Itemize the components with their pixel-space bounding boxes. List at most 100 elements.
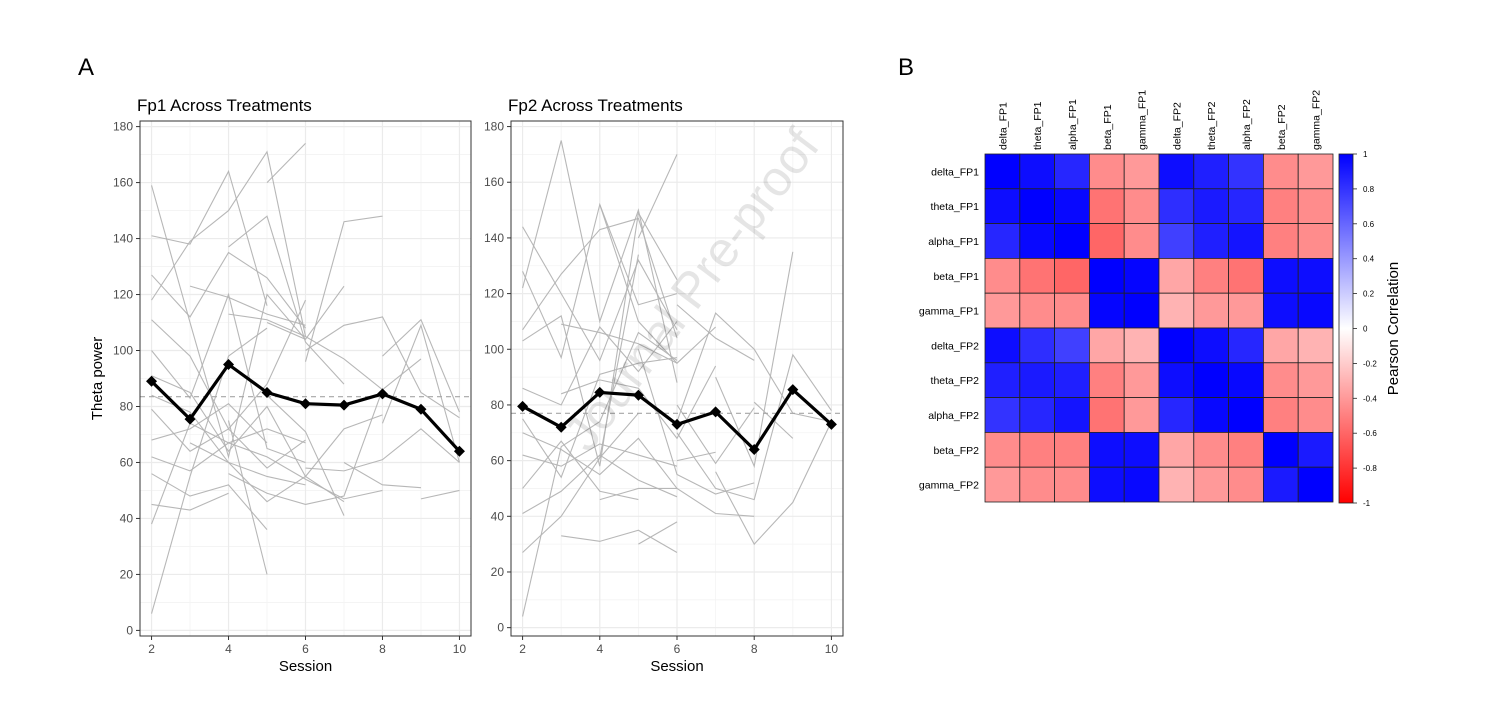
heatmap-cell bbox=[1158, 153, 1195, 190]
fp1-title: Fp1 Across Treatments bbox=[137, 96, 312, 115]
fp2-mean-point bbox=[787, 384, 799, 396]
fp2-individual-line bbox=[676, 312, 832, 423]
heatmap-cell bbox=[1228, 327, 1264, 364]
heatmap-column-label: theta_FP1 bbox=[1032, 101, 1044, 150]
heatmap-cell bbox=[1019, 327, 1055, 364]
heatmap-cell bbox=[1193, 153, 1230, 190]
heatmap-cell bbox=[1123, 188, 1160, 225]
panel-label-a: A bbox=[78, 54, 94, 81]
fp1-y-tick-label: 0 bbox=[126, 623, 133, 637]
heatmap-cell bbox=[1297, 362, 1334, 398]
fp1-y-tick-label: 100 bbox=[113, 344, 133, 358]
fp2-individual-line bbox=[561, 323, 678, 364]
heatmap-cell bbox=[1158, 466, 1195, 503]
heatmap-cell bbox=[1158, 362, 1195, 398]
heatmap-cell bbox=[1297, 257, 1334, 294]
fp2-x-tick-label: 8 bbox=[751, 642, 758, 656]
fp1-y-tick-label: 120 bbox=[113, 288, 133, 302]
fp2-individual-line bbox=[638, 521, 678, 545]
heatmap-cell bbox=[1019, 362, 1055, 398]
heatmap-cell bbox=[984, 223, 1021, 259]
panel-label-b: B bbox=[898, 54, 914, 81]
heatmap-row-label: beta_FP2 bbox=[933, 445, 979, 457]
heatmap-cell bbox=[1054, 257, 1090, 294]
fp1-mean-point bbox=[261, 386, 273, 398]
heatmap-cell bbox=[1089, 327, 1125, 364]
heatmap-cell bbox=[1193, 223, 1230, 259]
heatmap-cell bbox=[1089, 466, 1125, 503]
heatmap-cell bbox=[1054, 188, 1090, 225]
fp2-mean-point bbox=[555, 421, 567, 433]
heatmap-cell bbox=[1089, 292, 1125, 329]
heatmap-cell bbox=[1297, 153, 1334, 190]
fp2-y-tick-label: 0 bbox=[497, 621, 504, 635]
heatmap-cell bbox=[1054, 292, 1090, 329]
heatmap-cell bbox=[1297, 223, 1334, 259]
heatmap-cell bbox=[1263, 153, 1299, 190]
heatmap-cell bbox=[1263, 223, 1299, 259]
colorbar-tick-label: 0.8 bbox=[1363, 185, 1375, 194]
fp1-individual-line bbox=[151, 422, 306, 525]
heatmap-cell bbox=[984, 257, 1021, 294]
fp1-y-tick-label: 140 bbox=[113, 232, 133, 246]
fp2-individual-line bbox=[599, 204, 716, 364]
heatmap-row-label: alpha_FP1 bbox=[928, 236, 979, 248]
colorbar-tick-label: -0.6 bbox=[1363, 429, 1377, 438]
fp2-y-tick-label: 40 bbox=[491, 509, 505, 523]
heatmap-cell bbox=[1228, 466, 1264, 503]
colorbar-tick-label: -0.8 bbox=[1363, 464, 1377, 473]
fp1-individual-line bbox=[151, 375, 383, 478]
fp2-y-tick-label: 20 bbox=[491, 565, 505, 579]
fp2-individual-line bbox=[522, 440, 639, 501]
heatmap-row-label: beta_FP1 bbox=[933, 271, 979, 283]
fp1-individual-line bbox=[151, 408, 306, 469]
fp1-individual-line bbox=[151, 185, 306, 460]
fp1-individual-line bbox=[228, 215, 345, 385]
heatmap-cell bbox=[1263, 327, 1299, 364]
fp2-individual-line bbox=[522, 217, 678, 339]
heatmap-cell bbox=[984, 362, 1021, 398]
colorbar-tick-label: 1 bbox=[1363, 150, 1368, 159]
fp2-x-tick-label: 10 bbox=[825, 642, 839, 656]
heatmap-column-label: alpha_FP2 bbox=[1241, 99, 1253, 150]
heatmap-cell bbox=[1123, 223, 1160, 259]
fp1-x-tick-label: 2 bbox=[148, 642, 155, 656]
fp1-individual-line bbox=[420, 489, 460, 500]
fp1-individual-line bbox=[343, 461, 422, 489]
heatmap-cell bbox=[1263, 466, 1299, 503]
fp1-individual-line bbox=[228, 313, 383, 391]
colorbar-tick-label: -1 bbox=[1363, 499, 1371, 508]
heatmap-row-label: gamma_FP2 bbox=[919, 480, 979, 492]
colorbar-tick-label: 0.4 bbox=[1363, 255, 1375, 264]
fp1-individual-line bbox=[227, 420, 268, 575]
heatmap-cell bbox=[1089, 188, 1125, 225]
heatmap-cell bbox=[1297, 466, 1334, 503]
fp1-individual-line bbox=[151, 292, 306, 463]
fp2-mean-point bbox=[748, 443, 760, 455]
fp2-individual-line bbox=[522, 357, 678, 479]
fp1-y-tick-label: 160 bbox=[113, 176, 133, 190]
heatmap-cell bbox=[1263, 257, 1299, 294]
heatmap-cell bbox=[1123, 257, 1160, 294]
heatmap-column-label: delta_FP1 bbox=[997, 102, 1009, 150]
heatmap-cell bbox=[1089, 397, 1125, 433]
fp2-individual-line bbox=[522, 412, 639, 553]
heatmap-cell bbox=[984, 397, 1021, 433]
fp2-mean-point bbox=[710, 406, 722, 418]
heatmap-cell bbox=[1054, 327, 1090, 364]
fp1-mean-point bbox=[223, 359, 235, 371]
fp1-individual-line bbox=[266, 394, 345, 516]
heatmap-cell bbox=[1228, 188, 1264, 225]
fp1-individual-line bbox=[189, 285, 306, 326]
fp1-individual-line bbox=[305, 428, 460, 472]
fp1-y-tick-label: 20 bbox=[120, 567, 134, 581]
fp2-individual-line bbox=[637, 349, 755, 495]
heatmap-cell bbox=[1019, 257, 1055, 294]
fp1-x-axis-label: Session bbox=[279, 658, 332, 675]
fp1-individual-line bbox=[151, 492, 229, 511]
fp2-y-tick-label: 180 bbox=[484, 120, 504, 134]
fp1-mean-point bbox=[300, 398, 311, 410]
heatmap-cell bbox=[1263, 188, 1299, 225]
heatmap-cell bbox=[1193, 292, 1230, 329]
